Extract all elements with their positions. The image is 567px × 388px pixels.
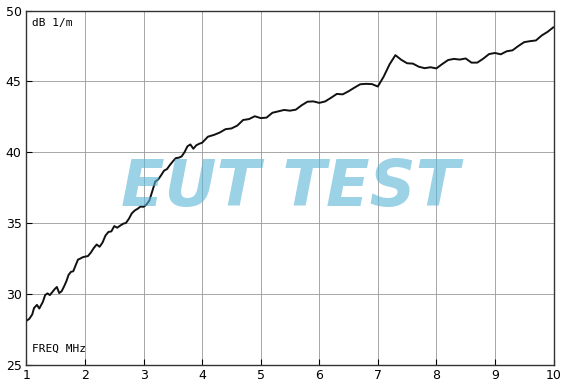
Text: FREQ MHz: FREQ MHz — [32, 344, 86, 354]
Text: EUT TEST: EUT TEST — [121, 157, 459, 218]
Text: dB 1/m: dB 1/m — [32, 17, 72, 28]
